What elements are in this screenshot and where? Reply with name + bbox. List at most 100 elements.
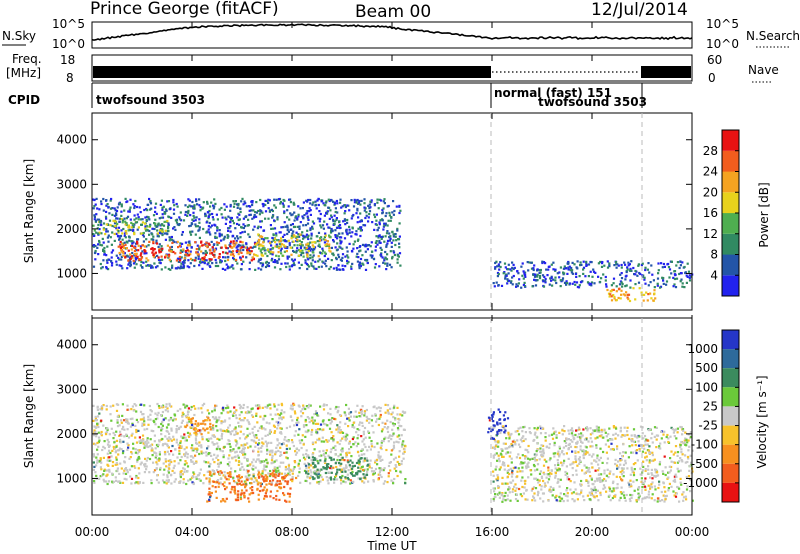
scatter-cell [225, 430, 228, 433]
scatter-cell [249, 246, 252, 249]
scatter-cell [92, 453, 95, 456]
scatter-cell [368, 418, 371, 421]
scatter-cell [337, 253, 340, 256]
scatter-cell [634, 283, 637, 286]
scatter-cell [179, 408, 182, 411]
nsky-panel: N.Sky 10^5 10^0 10^5 10^0 N.Search [2, 17, 800, 51]
scatter-cell [137, 218, 140, 221]
scatter-cell [320, 226, 323, 229]
scatter-cell [239, 405, 242, 408]
scatter-cell [180, 262, 183, 265]
scatter-cell [299, 221, 302, 224]
scatter-cell [268, 209, 272, 212]
scatter-cell [93, 429, 96, 432]
scatter-cell [187, 241, 190, 244]
scatter-cell [610, 295, 613, 298]
scatter-cell [238, 213, 241, 216]
scatter-cell [123, 428, 126, 431]
scatter-cell [213, 255, 216, 258]
scatter-cell [128, 259, 131, 262]
scatter-cell [361, 405, 364, 408]
scatter-cell [608, 262, 611, 265]
scatter-cell [158, 261, 161, 264]
scatter-cell [237, 421, 240, 424]
scatter-cell [132, 447, 135, 450]
scatter-cell [663, 500, 666, 503]
scatter-cell [156, 232, 159, 235]
scatter-cell [340, 206, 343, 209]
scatter-cell [400, 445, 404, 448]
scatter-cell [625, 291, 628, 294]
scatter-cell [295, 451, 299, 454]
scatter-cell [239, 419, 242, 422]
scatter-cell [333, 478, 336, 481]
scatter-cell [359, 265, 362, 268]
scatter-cell [245, 469, 248, 472]
scatter-cell [207, 228, 210, 231]
scatter-cell [336, 471, 339, 474]
scatter-cell [266, 433, 270, 437]
scatter-cell [148, 218, 151, 221]
scatter-cell [401, 414, 404, 417]
scatter-cell [155, 467, 158, 470]
scatter-cell [379, 219, 382, 222]
scatter-cell [212, 243, 215, 246]
scatter-cell [135, 205, 139, 209]
scatter-cell [127, 259, 130, 262]
scatter-cell [282, 461, 285, 464]
scatter-cell [131, 242, 134, 245]
scatter-cell [382, 482, 385, 485]
scatter-cell [241, 255, 244, 258]
scatter-cell [167, 255, 171, 258]
scatter-cell [108, 444, 111, 447]
scatter-cell [351, 262, 354, 265]
scatter-cell [275, 234, 278, 237]
scatter-cell [244, 481, 247, 484]
scatter-cell [361, 448, 364, 451]
scatter-cell [334, 234, 337, 237]
scatter-cell [364, 250, 367, 253]
scatter-cell [336, 226, 339, 229]
scatter-cell [273, 425, 276, 428]
scatter-cell [217, 241, 221, 245]
scatter-cell [209, 233, 212, 236]
scatter-cell [364, 243, 367, 246]
scatter-cell [272, 239, 275, 242]
scatter-cell [292, 201, 295, 204]
scatter-cell [498, 468, 501, 471]
scatter-cell [240, 226, 243, 229]
scatter-cell [156, 445, 159, 448]
scatter-cell [200, 450, 203, 453]
scatter-cell [251, 431, 254, 434]
scatter-cell [506, 282, 509, 285]
scatter-cell [126, 404, 129, 407]
scatter-cell [374, 459, 377, 462]
scatter-cell [606, 260, 609, 263]
scatter-cell [302, 252, 305, 255]
scatter-cell [269, 479, 272, 483]
scatter-cell [248, 493, 251, 496]
scatter-cell [182, 403, 185, 406]
scatter-cell [185, 446, 188, 449]
scatter-cell [222, 409, 225, 412]
scatter-cell [230, 488, 233, 491]
scatter-cell [571, 269, 574, 272]
scatter-cell [156, 402, 159, 406]
scatter-cell [224, 216, 227, 219]
scatter-cell [372, 431, 375, 434]
scatter-cell [338, 414, 342, 417]
scatter-cell [334, 407, 337, 410]
scatter-cell [171, 241, 174, 244]
scatter-cell [341, 447, 344, 450]
scatter-cell [497, 263, 500, 266]
scatter-cell [224, 259, 227, 263]
cpid-seg-1: twofsound 3503 [96, 93, 205, 107]
scatter-cell [205, 259, 208, 262]
scatter-cell [306, 253, 309, 256]
scatter-cell [312, 251, 315, 254]
scatter-cell [109, 413, 112, 416]
scatter-cell [154, 222, 157, 225]
scatter-cell [337, 428, 340, 431]
scatter-cell [209, 226, 212, 229]
scatter-cell [368, 203, 371, 206]
